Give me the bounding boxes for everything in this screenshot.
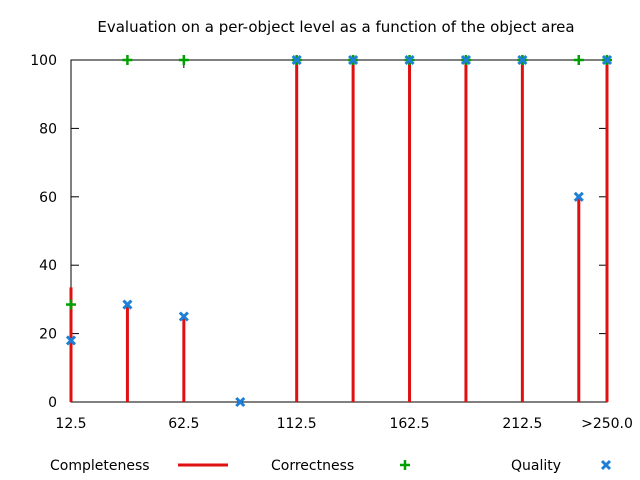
y-tick-label: 40 xyxy=(39,258,57,274)
quality-point-b xyxy=(178,311,189,322)
quality-point-b xyxy=(404,54,415,66)
quality-point-b xyxy=(348,54,359,66)
quality-point xyxy=(235,396,246,408)
legend-swatch-quality xyxy=(600,459,612,471)
legend-label-completeness: Completeness xyxy=(50,458,150,474)
quality-point-b xyxy=(291,54,302,66)
plot-border xyxy=(70,59,608,403)
quality-point-b xyxy=(517,54,528,66)
correctness-point xyxy=(66,299,76,310)
quality-point-b xyxy=(601,54,613,66)
quality-point-b xyxy=(600,459,612,471)
quality-point-b xyxy=(573,191,584,202)
quality-point xyxy=(122,299,133,310)
completeness-impulses xyxy=(69,60,609,402)
x-tick-label: 212.5 xyxy=(502,416,542,432)
quality-point xyxy=(517,54,528,66)
y-tick-label: 20 xyxy=(39,327,57,343)
markers xyxy=(65,54,613,408)
y-axis: 0 20 40 60 80 100 xyxy=(30,53,607,411)
quality-point-b xyxy=(460,54,472,66)
quality-point xyxy=(291,54,302,66)
quality-point-b xyxy=(122,299,133,310)
y-tick-label: 100 xyxy=(30,53,57,69)
y-tick-label: 60 xyxy=(39,190,57,206)
quality-point xyxy=(460,54,472,66)
x-tick-label: 62.5 xyxy=(168,416,199,432)
x-axis: 12.5 62.5 112.5 162.5 212.5 >250.0 xyxy=(55,60,633,432)
quality-point xyxy=(65,335,77,346)
correctness-point xyxy=(122,55,133,65)
legend-label-quality: Quality xyxy=(511,458,561,474)
legend-label-correctness: Correctness xyxy=(271,458,354,474)
quality-point xyxy=(601,54,613,66)
x-tick-label: 12.5 xyxy=(55,416,86,432)
correctness-point xyxy=(178,55,189,65)
quality-point-b xyxy=(235,396,246,408)
x-tick-label: 162.5 xyxy=(389,416,429,432)
plot-frame xyxy=(70,59,608,403)
chart-title: Evaluation on a per-object level as a fu… xyxy=(97,18,574,36)
x-tick-label: 112.5 xyxy=(277,416,317,432)
x-tick-label: >250.0 xyxy=(581,416,633,432)
y-tick-label: 80 xyxy=(39,121,57,137)
quality-point xyxy=(178,311,189,322)
quality-point xyxy=(573,191,584,202)
legend: Completeness Correctness Quality xyxy=(50,458,612,474)
y-tick-label: 0 xyxy=(48,395,57,411)
quality-point xyxy=(404,54,415,66)
quality-point-b xyxy=(65,335,77,346)
legend-swatch-correctness xyxy=(400,460,410,470)
quality-point xyxy=(348,54,359,66)
correctness-point xyxy=(573,55,584,65)
